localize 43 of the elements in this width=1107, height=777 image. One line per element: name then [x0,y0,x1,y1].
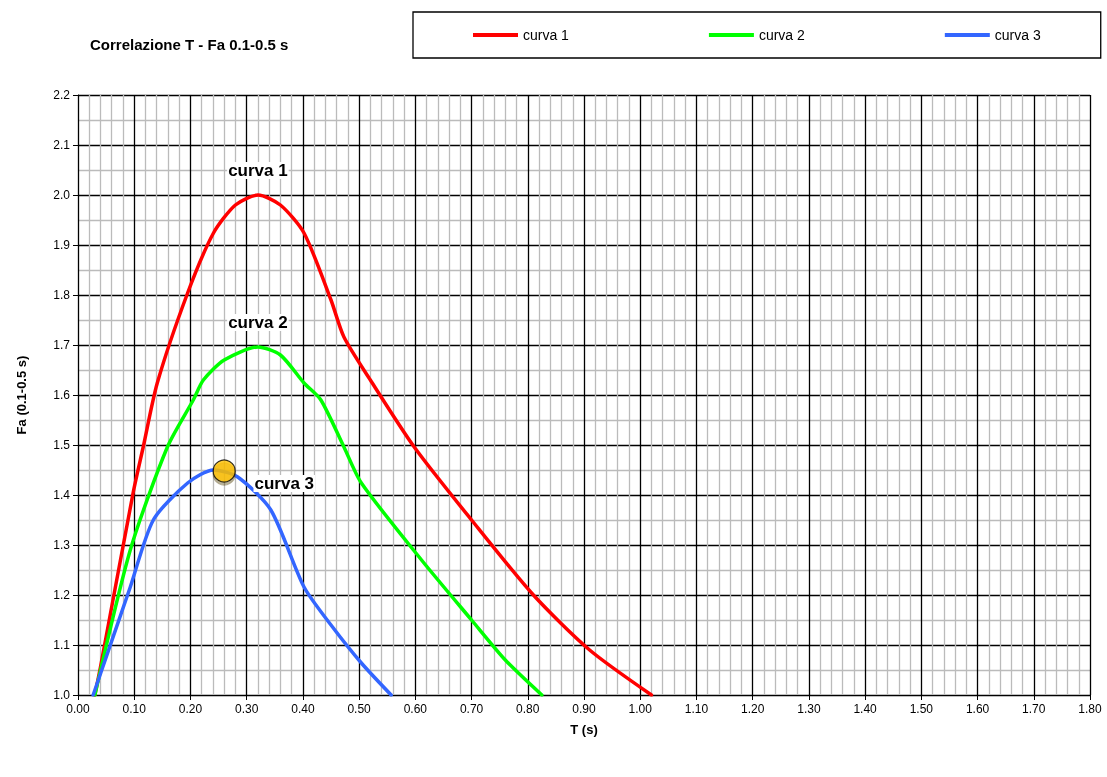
x-tick-label: 1.50 [909,702,934,716]
annotation: curva 2 [228,313,288,332]
annotation: curva 1 [228,161,288,180]
x-tick-label: 1.70 [1022,702,1046,716]
y-tick-label: 1.3 [53,538,71,552]
x-tick-label: 0.90 [572,702,596,716]
x-tick-label: 0.30 [234,702,259,716]
x-tick-label: 0.70 [459,702,484,716]
y-tick-label: 2.1 [53,138,71,152]
x-tick-label: 1.40 [853,702,878,716]
chart-title: Correlazione T - Fa 0.1-0.5 s [90,36,289,53]
x-tick-label: 0.80 [516,702,540,716]
y-tick-label: 1.0 [53,688,71,702]
y-tick-label: 1.1 [53,638,71,652]
x-tick-label: 1.20 [740,702,765,716]
y-axis-title: Fa (0.1-0.5 s) [14,355,29,435]
x-tick-label: 1.80 [1078,702,1102,716]
y-tick-label: 2.2 [53,88,71,102]
x-tick-label: 1.10 [684,702,709,716]
x-tick-label: 1.00 [628,702,653,716]
x-tick-label: 0.50 [347,702,372,716]
legend-label: curva 3 [994,27,1041,43]
line-series [93,193,654,697]
legend-label: curva 1 [523,27,570,43]
y-tick-label: 1.8 [53,288,71,302]
x-tick-label: 0.40 [291,702,315,716]
annotation: curva 3 [254,474,315,493]
legend-label: curva 2 [758,27,806,43]
y-tick-label: 1.6 [53,388,71,402]
x-tick-label: 0.20 [178,702,203,716]
x-tick-label: 0.10 [122,702,147,716]
y-tick-label: 1.7 [53,338,71,352]
y-tick-label: 2.0 [53,188,71,202]
x-tick-label: 1.60 [965,702,990,716]
x-tick-label: 0.00 [66,702,90,716]
y-tick-label: 1.2 [53,588,71,602]
y-tick-label: 1.5 [53,438,71,452]
line-series [93,345,544,697]
x-axis-title: T (s) [570,722,598,737]
x-tick-label: 0.60 [403,702,428,716]
x-tick-label: 1.30 [797,702,821,716]
y-tick-label: 1.4 [53,488,71,502]
y-tick-label: 1.9 [53,238,71,252]
